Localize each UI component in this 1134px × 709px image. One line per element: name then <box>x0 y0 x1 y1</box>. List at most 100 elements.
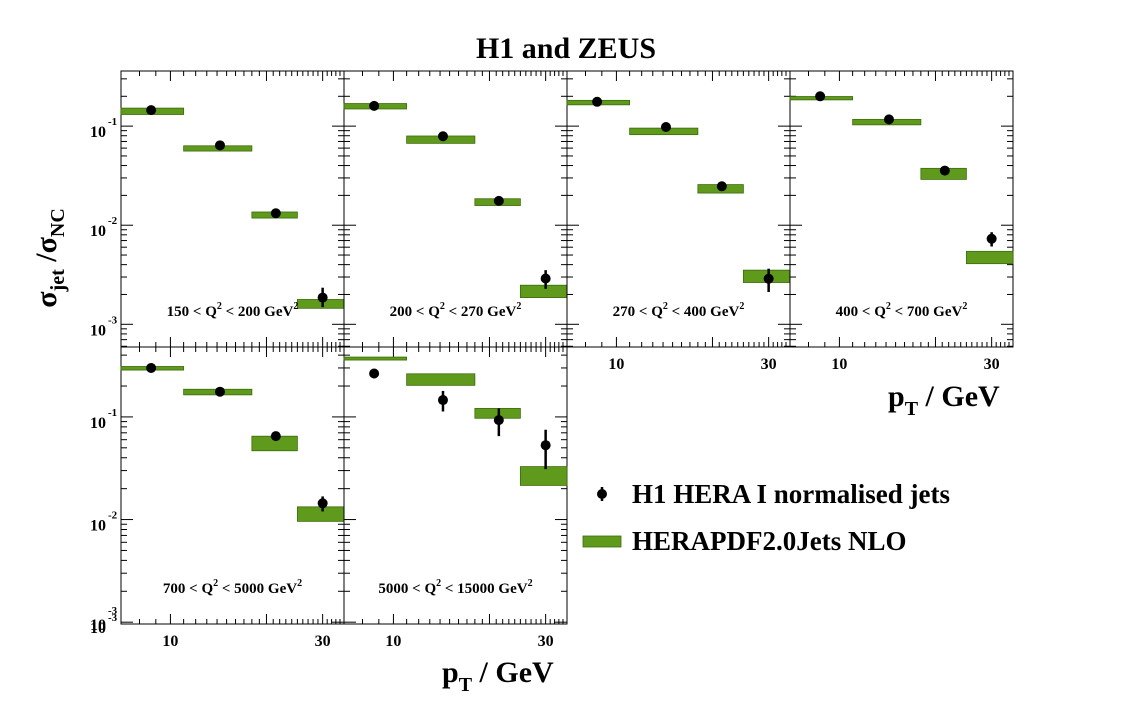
y-tick-label-base: 10 <box>90 620 106 637</box>
x-axis-title-bottom-rest: / GeV <box>472 656 554 689</box>
panel-q2-label-part: 2 <box>886 301 891 312</box>
y-tick-label-base: 10 <box>90 518 106 535</box>
panel-q2-label-part: 2 <box>440 301 445 312</box>
y-axis-title-main: σ <box>30 291 63 308</box>
y-tick-label-exp: -1 <box>108 407 117 419</box>
x-tick-label: 10 <box>831 356 847 373</box>
panel-frame <box>789 70 1014 348</box>
data-point <box>763 273 774 284</box>
panel-q2-label-part: 2 <box>436 578 441 589</box>
y-tick-label-exp: -1 <box>108 116 117 128</box>
x-tick-label: 30 <box>984 356 1000 373</box>
panel-q2-label-part: < 5000 GeV <box>218 581 297 597</box>
y-tick-label-exp: -2 <box>108 215 118 227</box>
panel-q2-label-part: 2 <box>663 301 668 312</box>
data-point <box>369 368 380 379</box>
panel-q2-label: 400 < Q2 < 700 GeV2 <box>836 301 968 320</box>
theory-band <box>965 250 1014 265</box>
y-tick-label-exp: -3 <box>108 612 118 624</box>
x-tick-label: 10 <box>385 633 401 650</box>
y-tick-label-base: 10 <box>90 124 106 141</box>
data-point <box>437 395 448 406</box>
panel-q2-label-part: 150 < Q <box>167 304 218 320</box>
data-point <box>986 233 997 244</box>
y-axis-title-sub2: NC <box>47 208 69 237</box>
data-point <box>493 195 504 206</box>
data-point <box>369 100 380 111</box>
theory-band <box>519 284 568 298</box>
panel-q2-label-part: 2 <box>962 301 967 312</box>
y-tick-label-base: 10 <box>90 322 106 339</box>
data-point <box>146 362 157 373</box>
data-point <box>317 498 328 509</box>
panel-q2-label-part: 2 <box>739 301 744 312</box>
data-point <box>716 181 727 192</box>
panel-q2-label: 200 < Q2 < 270 GeV2 <box>390 301 522 320</box>
data-point <box>540 273 551 284</box>
x-tick-label: 30 <box>538 633 554 650</box>
y-axis-title-sep: /σ <box>30 236 63 269</box>
theory-band <box>519 466 568 486</box>
panel-q2-label-part: < 700 GeV <box>891 304 963 320</box>
data-point <box>214 140 225 151</box>
x-tick-label: 10 <box>608 356 624 373</box>
panel-q2-label: 150 < Q2 < 200 GeV2 <box>167 301 299 320</box>
panel-q2-label: 270 < Q2 < 400 GeV2 <box>613 301 745 320</box>
panel-q2-label-part: 2 <box>528 578 533 589</box>
x-axis-title-right-main: p <box>888 380 905 413</box>
data-point <box>540 440 551 451</box>
y-axis-title: σjet /σNC <box>30 208 69 308</box>
theory-band <box>296 506 345 522</box>
panel-q2-label-part: 2 <box>213 578 218 589</box>
panel-q2-label: 5000 < Q2 < 15000 GeV2 <box>378 578 532 597</box>
data-point <box>493 415 504 426</box>
panel-q2-label-part: 2 <box>297 578 302 589</box>
data-point <box>939 165 950 176</box>
panel-q2-label-part: 270 < Q <box>613 304 664 320</box>
panel-q2-label-part: 200 < Q <box>390 304 441 320</box>
chart-title: H1 and ZEUS <box>476 32 656 65</box>
data-point <box>270 431 281 442</box>
x-tick-label: 30 <box>761 356 777 373</box>
data-point <box>815 91 826 102</box>
x-tick-label: 30 <box>315 633 331 650</box>
y-tick-label-exp: -3 <box>108 314 118 326</box>
x-axis-title-bottom: pT / GeV <box>442 656 554 696</box>
theory-band <box>343 356 408 361</box>
panel-q2-label-part: < 400 GeV <box>668 304 740 320</box>
data-point <box>146 105 157 116</box>
panel-q2-label-part: 5000 < Q <box>378 581 436 597</box>
data-point <box>883 114 894 125</box>
legend-band-marker <box>582 535 622 548</box>
y-axis-title-sub1: jet <box>47 269 69 293</box>
panel-q2-label-part: 400 < Q <box>836 304 887 320</box>
x-axis-title-bottom-sub: T <box>459 674 473 696</box>
legend-entry-data: H1 HERA I normalised jets <box>632 479 950 509</box>
panel-q2-label-part: 2 <box>516 301 521 312</box>
y-tick-label-base: 10 <box>90 223 106 240</box>
x-axis-title-bottom-main: p <box>442 656 459 689</box>
legend-entry-theory: HERAPDF2.0Jets NLO <box>632 526 906 556</box>
panel-q2-label-part: < 270 GeV <box>445 304 517 320</box>
panel-q2-label-part: < 200 GeV <box>222 304 294 320</box>
y-tick-label-exp: -2 <box>108 510 118 522</box>
data-point <box>592 96 603 107</box>
data-point <box>270 208 281 219</box>
data-point <box>317 292 328 303</box>
legend: H1 HERA I normalised jets HERAPDF2.0Jets… <box>582 479 950 556</box>
data-point <box>660 121 671 132</box>
x-axis-title-right: pT / GeV <box>888 380 1000 420</box>
panel-2: 200 < Q2 < 270 GeV2 <box>343 70 568 348</box>
panel-q2-label-part: 2 <box>293 301 298 312</box>
theory-band <box>406 373 476 386</box>
panel-q2-label-part: 700 < Q <box>163 581 214 597</box>
panel-q2-label-part: < 15000 GeV <box>441 581 528 597</box>
x-axis-title-right-rest: / GeV <box>918 380 1000 413</box>
